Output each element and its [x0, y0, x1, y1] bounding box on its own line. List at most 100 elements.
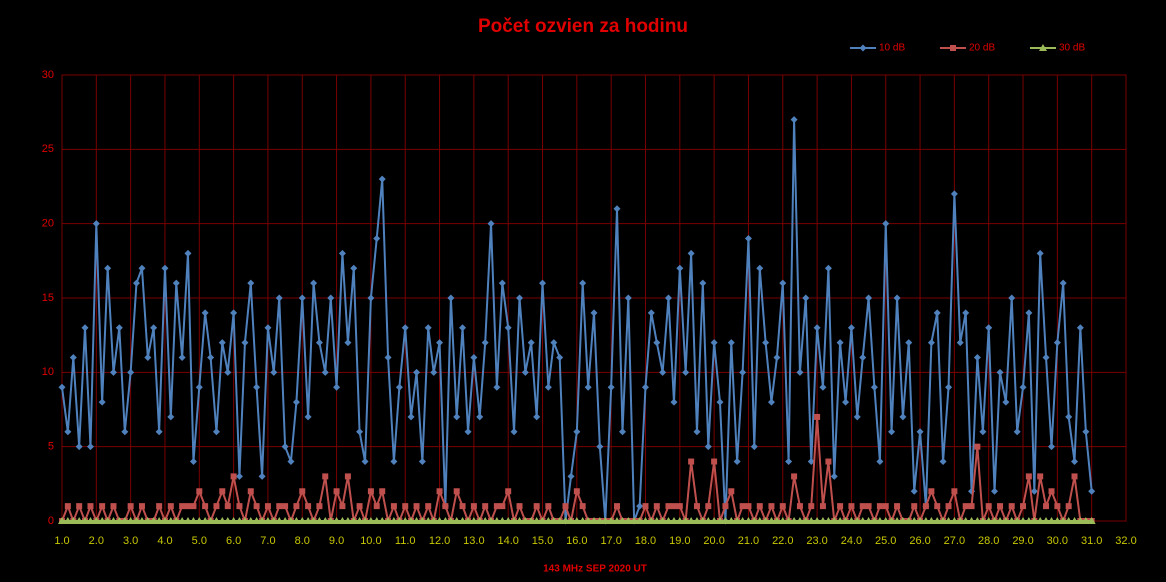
data-point — [898, 517, 907, 524]
data-point — [321, 517, 330, 524]
data-point — [459, 503, 466, 510]
data-point — [985, 503, 992, 510]
data-point — [407, 517, 416, 524]
x-tick-label: 11.0 — [395, 535, 416, 547]
data-point — [1013, 517, 1022, 524]
data-point — [109, 517, 118, 524]
data-point — [579, 279, 587, 287]
data-point — [487, 517, 496, 524]
data-point — [641, 383, 649, 391]
data-point — [493, 503, 500, 510]
data-point — [390, 458, 398, 466]
data-point — [887, 517, 896, 524]
data-point — [961, 517, 970, 524]
data-point — [653, 339, 661, 347]
x-tick-label: 31.0 — [1081, 535, 1102, 547]
data-point — [144, 353, 152, 361]
data-point — [1020, 503, 1027, 510]
x-tick-label: 30.0 — [1047, 535, 1068, 547]
data-point — [882, 220, 890, 228]
legend-item: 20 dB — [940, 43, 995, 54]
data-point — [367, 294, 375, 302]
data-point — [979, 428, 987, 436]
data-point — [224, 503, 231, 510]
data-point — [910, 517, 919, 524]
data-point — [984, 517, 993, 524]
data-point — [1030, 487, 1038, 495]
data-point — [367, 488, 374, 495]
data-point — [246, 517, 255, 524]
x-tick-label: 27.0 — [944, 535, 965, 547]
data-point — [80, 517, 89, 524]
data-point — [795, 517, 804, 524]
data-point — [539, 279, 547, 287]
data-point — [956, 517, 965, 524]
data-point — [756, 503, 763, 510]
data-point — [402, 503, 409, 510]
data-point — [264, 324, 272, 332]
data-point — [184, 249, 192, 257]
data-point — [790, 517, 799, 524]
data-point — [276, 503, 283, 510]
data-point — [206, 517, 215, 524]
legend-item: 10 dB — [850, 43, 905, 54]
data-point — [446, 517, 455, 524]
data-point — [218, 339, 226, 347]
data-point — [241, 339, 249, 347]
data-point — [230, 309, 238, 317]
data-point — [275, 294, 283, 302]
data-point — [590, 517, 598, 524]
data-point — [310, 279, 318, 287]
data-point — [859, 503, 866, 510]
x-tick-label: 18.0 — [635, 535, 656, 547]
x-tick-label: 3.0 — [123, 535, 138, 547]
data-point — [527, 517, 536, 524]
data-point — [607, 517, 616, 524]
data-point — [127, 503, 134, 510]
data-point — [596, 443, 604, 451]
data-point — [567, 517, 576, 524]
data-point — [962, 309, 970, 317]
x-tick-label: 24.0 — [841, 535, 862, 547]
data-point — [115, 324, 123, 332]
data-point — [281, 443, 289, 451]
data-point — [916, 428, 924, 436]
data-point — [504, 517, 513, 524]
data-point — [841, 517, 850, 524]
data-point — [315, 517, 324, 524]
data-point — [773, 353, 781, 361]
data-point — [224, 368, 232, 376]
y-tick-label: 20 — [42, 218, 54, 230]
data-point — [779, 503, 786, 510]
data-point — [223, 517, 232, 524]
data-point — [710, 339, 718, 347]
data-point — [293, 503, 300, 510]
data-point — [183, 517, 192, 524]
data-point — [824, 264, 832, 272]
data-point — [578, 517, 587, 524]
data-point — [738, 517, 747, 524]
data-point — [372, 517, 381, 524]
data-point — [956, 339, 964, 347]
data-point — [247, 279, 255, 287]
data-point — [1019, 383, 1027, 391]
data-point — [916, 517, 925, 524]
data-point — [436, 488, 443, 495]
x-tick-label: 5.0 — [192, 535, 207, 547]
data-point — [1042, 353, 1050, 361]
data-point — [921, 517, 930, 524]
data-point — [950, 190, 958, 198]
data-point — [768, 503, 775, 510]
data-point — [87, 503, 94, 510]
data-point — [270, 368, 278, 376]
data-point — [155, 428, 163, 436]
data-point — [933, 309, 941, 317]
data-point — [550, 339, 558, 347]
legend-marker — [950, 45, 956, 51]
data-point — [1036, 517, 1045, 524]
data-point — [859, 353, 867, 361]
y-tick-label: 10 — [42, 366, 54, 378]
data-point — [549, 517, 558, 524]
data-point — [607, 383, 615, 391]
